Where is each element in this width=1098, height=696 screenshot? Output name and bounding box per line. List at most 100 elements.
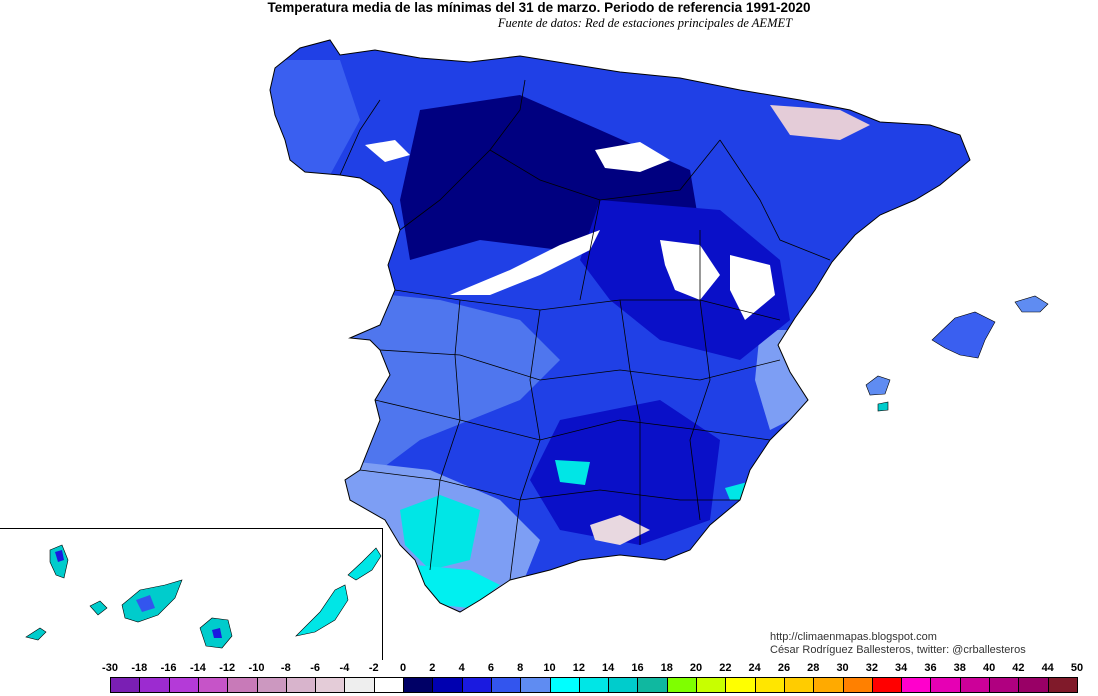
legend-swatch (285, 677, 317, 693)
legend-swatch (110, 677, 141, 693)
credit-blog-url: http://climaenmapas.blogspot.com (770, 631, 937, 643)
legend-tick-label: 22 (719, 662, 732, 674)
legend-tick-label: 0 (399, 662, 407, 674)
legend-swatch (432, 677, 463, 693)
fuerteventura (295, 584, 349, 637)
zone-central-system-white (450, 230, 600, 295)
legend-swatch (901, 677, 932, 693)
legend-tick-label: 10 (543, 662, 556, 674)
tenerife-teide (136, 595, 155, 612)
zone-cantabrian-white (595, 142, 670, 172)
zone-granada-cyan (555, 460, 590, 485)
legend-swatch (783, 677, 815, 693)
legend-tick-label: 30 (836, 662, 849, 674)
legend-tick-label: 12 (572, 662, 585, 674)
legend-swatch (578, 677, 610, 693)
legend-tick-label: 42 (1012, 662, 1025, 674)
temperature-map (25, 39, 1049, 649)
zone-gulf-cadiz-cyan (415, 565, 500, 608)
credit-author: César Rodríguez Ballesteros, twitter: @c… (770, 644, 1026, 656)
legend-swatch (608, 677, 639, 693)
legend-swatch (696, 677, 727, 693)
legend-swatch (344, 677, 375, 693)
legend-swatch (197, 677, 229, 693)
legend-tick-label: 50 (1070, 662, 1084, 674)
map-title: Temperatura media de las mínimas del 31 … (267, 0, 811, 15)
legend-tick-label: -16 (160, 662, 177, 674)
legend-tick-label: 32 (865, 662, 878, 674)
zone-pyrenees (770, 105, 870, 140)
province-borders (339, 79, 831, 581)
legend-swatch (813, 677, 844, 693)
legend-tick-label: 4 (458, 662, 465, 674)
canary-islands (25, 544, 382, 649)
peninsula (269, 39, 971, 613)
legend-swatch (754, 677, 785, 693)
legend-tick-label: -8 (280, 662, 291, 674)
legend-tick-label: 28 (807, 662, 820, 674)
legend-swatch (989, 677, 1020, 693)
map-subtitle: Fuente de datos: Red de estaciones princ… (497, 16, 793, 30)
legend-swatch (549, 677, 580, 693)
legend-swatch (373, 677, 405, 693)
mallorca (931, 311, 996, 359)
legend-tick-label: -2 (368, 662, 379, 674)
legend-swatch (139, 677, 170, 693)
zone-southeast-cold (530, 400, 720, 545)
legend-swatch (637, 677, 668, 693)
legend-tick-label: 14 (602, 662, 615, 674)
zone-guadalquivir-cyan (400, 495, 480, 570)
zone-iberian-white (660, 240, 720, 300)
la-gomera (89, 600, 108, 616)
legend-tick-label: 16 (631, 662, 644, 674)
legend-tick-label: 40 (982, 662, 996, 674)
ibiza (865, 375, 891, 396)
legend-tick-label: 36 (924, 662, 937, 674)
legend-tick-label: 8 (517, 662, 524, 674)
legend-swatch (959, 677, 991, 693)
legend-tick-label: 26 (777, 662, 791, 674)
legend-tick-label: 34 (895, 662, 908, 674)
legend-tick-label: -4 (339, 662, 350, 674)
gran-canaria-peak (212, 628, 222, 638)
legend-tick-label: 18 (660, 662, 673, 674)
legend-swatch (490, 677, 522, 693)
legend-tick-label: 38 (953, 662, 966, 674)
lanzarote (347, 547, 382, 581)
legend-tick-label: 20 (689, 662, 703, 674)
legend-swatch (315, 677, 346, 693)
canary-inset-frame (0, 528, 383, 660)
zone-teruel-white (730, 255, 775, 320)
legend-tick-label: -6 (310, 662, 320, 674)
legend-swatch (871, 677, 903, 693)
legend-swatch (227, 677, 258, 693)
legend-swatch (725, 677, 756, 693)
legend-swatch (842, 677, 873, 693)
formentera (877, 401, 889, 412)
legend-tick-label: -12 (219, 662, 236, 674)
zone-sierra-nevada-white (590, 515, 650, 545)
zone-west-mild (330, 290, 560, 500)
legend-swatch (930, 677, 961, 693)
legend-tick-label: 24 (748, 662, 761, 674)
legend-tick-label: -14 (189, 662, 206, 674)
legend-tick-label: 44 (1041, 662, 1054, 674)
legend-swatch (403, 677, 434, 693)
legend-tick-label: 2 (429, 662, 436, 674)
la-palma-peak (55, 550, 64, 562)
legend-tick-label: -10 (248, 662, 265, 674)
legend-swatch (666, 677, 698, 693)
legend-swatch (520, 677, 551, 693)
legend-tick-label: -30 (102, 662, 118, 674)
legend-tick-label: -18 (131, 662, 148, 674)
el-hierro (25, 627, 47, 641)
balearic-islands (865, 295, 1049, 412)
legend-swatch (1047, 677, 1078, 693)
legend-swatch (461, 677, 492, 693)
color-legend: -30 -18 -16 -14 -12 -10 -8 -6 -4 -2 0 2 4 6 8 10 12 14 16 1… (0, 660, 1098, 696)
legend-swatch (256, 677, 287, 693)
legend-swatch (168, 677, 199, 693)
legend-swatch (1018, 677, 1049, 693)
menorca (1014, 295, 1049, 313)
legend-tick-label: 6 (487, 662, 494, 674)
